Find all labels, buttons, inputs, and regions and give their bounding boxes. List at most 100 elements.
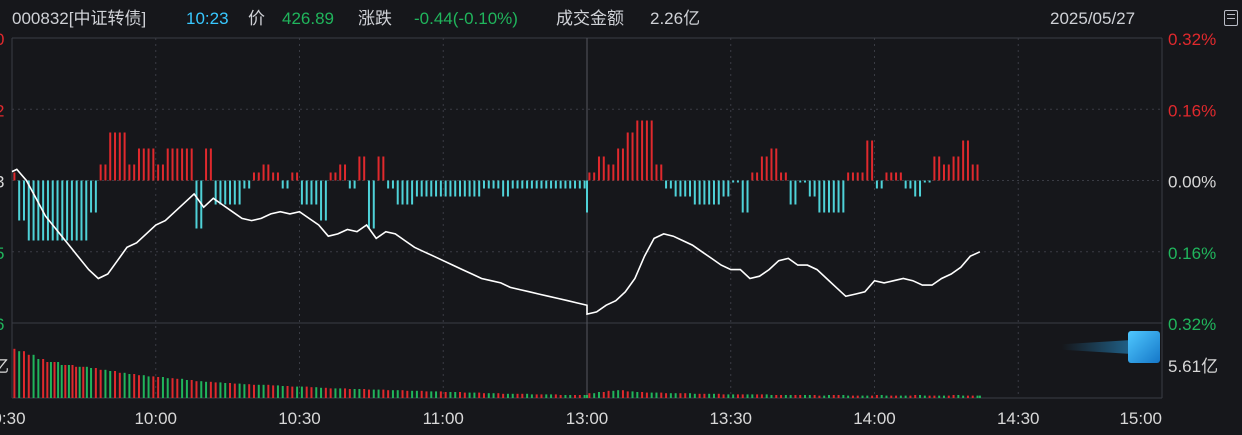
- volume-bar: [971, 395, 974, 398]
- x-tick-label: 13:30: [709, 409, 752, 428]
- down-momentum-bar: [367, 180, 370, 229]
- volume-bar: [128, 374, 131, 398]
- down-momentum-bar: [478, 180, 481, 197]
- volume-bar: [37, 359, 40, 398]
- volume-bar: [353, 389, 356, 398]
- slider-icon[interactable]: [1062, 330, 1162, 364]
- up-momentum-bar: [612, 164, 615, 181]
- up-momentum-bar: [137, 148, 140, 181]
- volume-bar: [363, 389, 366, 398]
- down-momentum-bar: [195, 180, 198, 229]
- volume-bar: [818, 395, 821, 398]
- volume-bar: [861, 395, 864, 398]
- down-momentum-bar: [281, 180, 284, 189]
- volume-bar: [875, 395, 878, 398]
- volume-bar: [497, 393, 500, 398]
- down-momentum-bar: [61, 180, 64, 241]
- volume-bar: [717, 393, 720, 398]
- down-momentum-bar: [444, 180, 447, 197]
- down-momentum-bar: [439, 180, 442, 197]
- volume-bar: [90, 368, 93, 398]
- volume-bar: [942, 395, 945, 398]
- down-momentum-bar: [463, 180, 466, 197]
- volume-bar: [823, 395, 826, 398]
- volume-bar: [722, 394, 725, 398]
- up-momentum-bar: [631, 132, 634, 181]
- up-momentum-bar: [296, 172, 299, 181]
- volume-bar: [775, 395, 778, 398]
- volume-bar: [272, 385, 275, 398]
- volume-bar: [401, 390, 404, 398]
- volume-bar: [57, 362, 60, 398]
- volume-bar: [621, 390, 624, 398]
- volume-bar: [320, 387, 323, 398]
- volume-bar: [923, 395, 926, 398]
- up-momentum-bar: [147, 148, 150, 181]
- volume-bar: [684, 393, 687, 398]
- down-momentum-bar: [27, 180, 30, 241]
- up-momentum-bar: [344, 164, 347, 181]
- down-momentum-bar: [550, 180, 553, 189]
- up-momentum-bar: [104, 164, 107, 181]
- down-momentum-bar: [449, 180, 452, 197]
- down-momentum-bar: [842, 180, 845, 213]
- volume-bar: [310, 387, 313, 398]
- down-momentum-bar: [919, 180, 922, 197]
- up-momentum-bar: [329, 172, 332, 181]
- volume-bar: [957, 395, 960, 398]
- down-momentum-bar: [578, 180, 581, 189]
- up-momentum-bar: [895, 172, 898, 181]
- down-momentum-bar: [224, 180, 227, 205]
- volume-bar: [348, 389, 351, 398]
- volume-bar: [195, 381, 198, 398]
- right-axis-label: 0.32%: [1168, 30, 1216, 49]
- volume-bar: [454, 392, 457, 398]
- up-momentum-bar: [176, 148, 179, 181]
- down-momentum-bar: [315, 180, 318, 205]
- up-momentum-bar: [363, 156, 366, 181]
- price-label: 价: [248, 9, 265, 28]
- volume-bar: [521, 393, 524, 398]
- volume-bar: [928, 395, 931, 398]
- up-momentum-bar: [890, 172, 893, 181]
- quote-header: 000832[中证转债] 10:23 价 426.89 涨跌 -0.44(-0.…: [0, 0, 1242, 36]
- down-momentum-bar: [286, 180, 289, 189]
- volume-bar: [99, 369, 102, 398]
- volume-bar: [655, 392, 658, 398]
- down-momentum-bar: [904, 180, 907, 189]
- volume-bar: [67, 365, 70, 398]
- volume-bar: [866, 395, 869, 398]
- volume-bar: [689, 393, 692, 398]
- volume-bar: [27, 354, 30, 398]
- down-momentum-bar: [923, 180, 926, 183]
- volume-bar: [885, 395, 888, 398]
- menu-icon[interactable]: [1224, 10, 1238, 26]
- volume-bar: [114, 371, 117, 398]
- down-momentum-bar: [473, 180, 476, 197]
- volume-bar: [468, 392, 471, 398]
- volume-bar: [583, 395, 586, 398]
- up-momentum-bar: [152, 148, 155, 181]
- volume-bar: [703, 393, 706, 398]
- up-momentum-bar: [13, 172, 16, 181]
- volume-bar: [344, 388, 347, 398]
- volume-bar: [200, 381, 203, 398]
- left-axis-label: 6: [0, 315, 4, 334]
- volume-bar: [736, 394, 739, 398]
- volume-bar: [746, 394, 749, 398]
- down-momentum-bar: [789, 180, 792, 205]
- down-momentum-bar: [521, 180, 524, 189]
- volume-bar: [597, 392, 600, 398]
- up-momentum-bar: [593, 172, 596, 181]
- x-tick-label: 13:00: [566, 409, 609, 428]
- volume-bar: [32, 354, 35, 398]
- volume-bar: [899, 395, 902, 398]
- up-momentum-bar: [760, 156, 763, 181]
- slider-knob[interactable]: [1128, 331, 1160, 363]
- volume-bar: [46, 362, 49, 398]
- volume-bar: [329, 388, 332, 398]
- volume-bar: [732, 394, 735, 398]
- volume-bar: [851, 395, 854, 398]
- up-momentum-bar: [617, 148, 620, 181]
- amount-label: 成交金额: [556, 9, 624, 28]
